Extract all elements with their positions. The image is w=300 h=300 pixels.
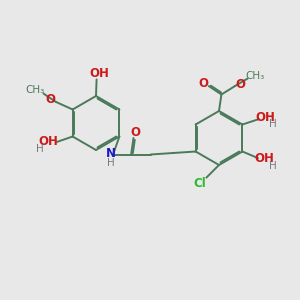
Text: O: O	[198, 76, 208, 90]
Text: OH: OH	[39, 135, 58, 148]
Text: O: O	[235, 78, 245, 91]
Text: N: N	[106, 147, 116, 161]
Text: O: O	[130, 126, 140, 139]
Text: H: H	[268, 160, 276, 171]
Text: O: O	[46, 93, 56, 106]
Text: OH: OH	[89, 67, 109, 80]
Text: CH₃: CH₃	[245, 70, 265, 81]
Text: H: H	[107, 158, 115, 168]
Text: OH: OH	[255, 152, 274, 165]
Text: OH: OH	[256, 111, 275, 124]
Text: H: H	[269, 119, 277, 129]
Text: H: H	[36, 144, 44, 154]
Text: Cl: Cl	[193, 177, 206, 190]
Text: CH₃: CH₃	[25, 85, 44, 95]
